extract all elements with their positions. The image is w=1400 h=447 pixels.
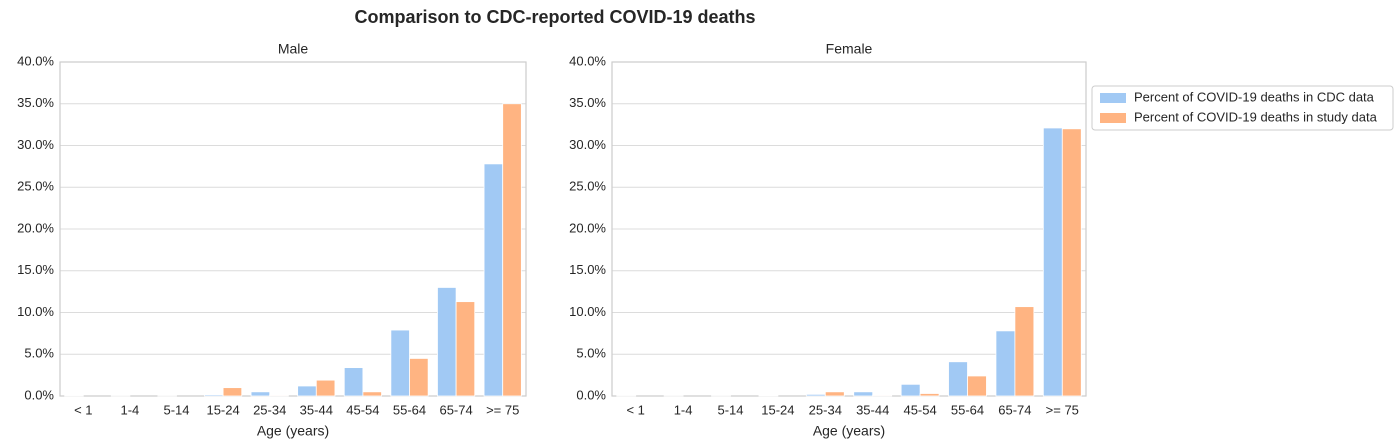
bar [409,358,429,397]
x-tick-label: 5-14 [717,402,743,417]
bar [455,301,476,397]
x-tick-label: 1-4 [121,402,140,417]
bar [1042,127,1063,397]
bar [948,361,968,397]
bar [437,287,457,397]
legend-box [1091,85,1394,131]
bar [502,103,522,397]
bar [758,394,779,397]
y-tick-label: 0.0% [24,387,54,402]
x-tick-label: 55-64 [951,402,984,417]
legend-swatch [1100,93,1126,103]
bar [824,391,845,397]
axes-frame [59,61,527,397]
legend-swatch [1100,113,1126,123]
bar [390,329,410,397]
legend-label: Percent of COVID-19 deaths in study data [1134,109,1378,124]
y-tick-label: 35.0% [17,95,54,110]
x-tick-label: 65-74 [439,402,472,417]
figure-title: Comparison to CDC-reported COVID-19 deat… [354,7,755,27]
bar [967,375,987,397]
y-tick-label: 20.0% [569,220,606,235]
bar [853,391,874,397]
subplot-title: Male [278,41,309,57]
x-tick-label: 25-34 [809,402,842,417]
x-tick-label: < 1 [626,402,644,417]
bar [343,367,364,397]
y-tick-label: 30.0% [569,137,606,152]
x-tick-label: >= 75 [1046,402,1079,417]
y-tick-label: 10.0% [17,304,54,319]
x-tick-label: 45-54 [346,402,379,417]
x-tick-label: >= 75 [486,402,519,417]
y-tick-label: 40.0% [17,53,54,68]
bar [315,379,336,397]
x-tick-label: < 1 [74,402,92,417]
x-tick-label: 45-54 [903,402,936,417]
x-tick-label: 1-4 [674,402,693,417]
axes-frame [611,61,1087,397]
x-tick-label: 35-44 [856,402,889,417]
bar [204,394,224,397]
y-tick-label: 40.0% [569,53,606,68]
y-tick-label: 10.0% [569,304,606,319]
y-tick-label: 25.0% [569,179,606,194]
x-axis-label: Age (years) [257,423,329,439]
y-tick-label: 15.0% [17,262,54,277]
x-tick-label: 15-24 [206,402,239,417]
y-tick-label: 30.0% [17,137,54,152]
x-tick-label: 25-34 [253,402,286,417]
subplot-title: Female [826,41,873,57]
x-tick-label: 55-64 [393,402,426,417]
y-tick-label: 35.0% [569,95,606,110]
x-tick-label: 15-24 [761,402,794,417]
bar [900,383,921,397]
bar [1014,306,1035,397]
y-tick-label: 0.0% [576,387,606,402]
bar [362,391,382,397]
y-tick-label: 5.0% [576,346,606,361]
bar [250,391,271,397]
y-tick-label: 15.0% [569,262,606,277]
bar [805,393,826,397]
bar [872,394,893,397]
x-tick-label: 65-74 [998,402,1031,417]
y-tick-label: 25.0% [17,179,54,194]
bar [222,387,243,397]
bar [269,394,289,397]
x-tick-label: 5-14 [163,402,189,417]
bar [1061,128,1082,397]
bar [919,393,940,397]
bar [483,163,504,397]
x-tick-label: 35-44 [300,402,333,417]
y-tick-label: 5.0% [24,346,54,361]
x-axis-label: Age (years) [813,423,885,439]
bar [995,330,1016,397]
legend-label: Percent of COVID-19 deaths in CDC data [1134,89,1375,104]
y-tick-label: 20.0% [17,220,54,235]
bar [297,385,317,397]
